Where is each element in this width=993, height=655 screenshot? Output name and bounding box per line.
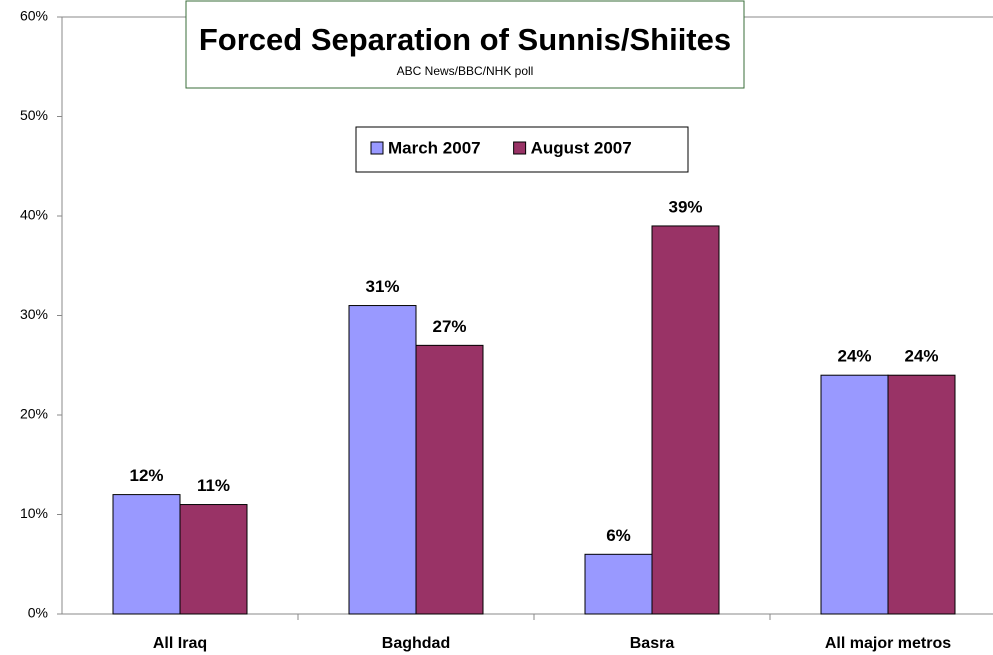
data-label: 24%: [837, 347, 871, 366]
bar: [348, 305, 417, 615]
y-tick-label: 60%: [20, 8, 48, 24]
data-label: 39%: [668, 197, 702, 216]
x-tick-label: All Iraq: [153, 635, 207, 652]
legend-label: August 2007: [531, 138, 632, 157]
data-label: 12%: [129, 466, 163, 485]
legend-swatch: [370, 141, 384, 155]
bar: [651, 225, 720, 615]
y-tick-label: 0%: [28, 605, 48, 621]
x-tick-label: Basra: [630, 635, 675, 652]
title-box: [185, 0, 745, 89]
bar: [179, 504, 248, 615]
y-tick-label: 10%: [20, 505, 48, 521]
x-tick-label: All major metros: [825, 635, 951, 652]
legend: March 2007 August 2007: [355, 126, 689, 173]
bar: [112, 494, 181, 615]
x-tick-label: Baghdad: [382, 635, 450, 652]
bar: [415, 344, 484, 615]
y-tick-label: 50%: [20, 107, 48, 123]
legend-swatch: [513, 141, 527, 155]
chart-subtitle: ABC News/BBC/NHK poll: [397, 64, 534, 78]
y-tick-label: 30%: [20, 306, 48, 322]
bar: [820, 374, 889, 615]
plot: 0% 10% 20% 30% 40% 50% 60% All Iraq 12% 11% Baghda…: [20, 8, 993, 652]
data-label: 27%: [432, 317, 466, 336]
chart-title: Forced Separation of Sunnis/Shiites: [199, 22, 731, 57]
data-label: 11%: [197, 476, 230, 495]
data-label: 31%: [365, 277, 399, 296]
legend-label: March 2007: [388, 138, 481, 157]
y-tick-label: 20%: [20, 406, 48, 422]
data-label: 24%: [904, 347, 938, 366]
data-label: 6%: [606, 526, 631, 545]
y-tick-label: 40%: [20, 207, 48, 223]
bar: [887, 374, 956, 615]
bar: [584, 553, 653, 615]
